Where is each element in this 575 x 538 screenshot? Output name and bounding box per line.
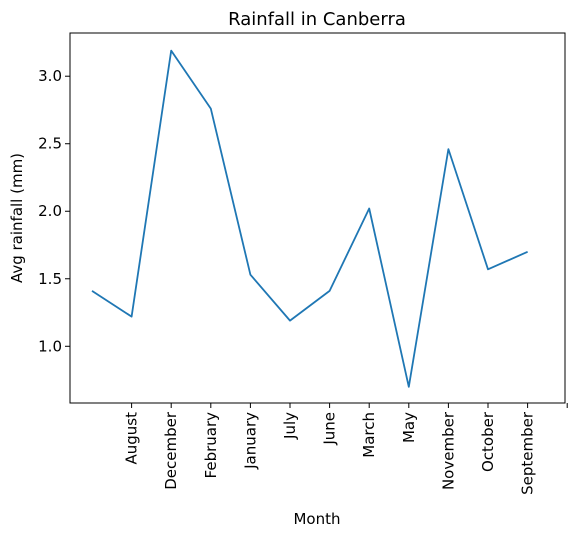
x-tick-label: May: [400, 412, 418, 443]
y-axis: 1.0 1.5 2.0 2.5 3.0: [38, 67, 70, 355]
x-axis: August December February January July June Mar…: [123, 403, 568, 495]
x-tick-label: January: [241, 412, 259, 470]
x-tick-label: November: [439, 411, 457, 490]
series-line: [91, 49, 528, 388]
chart-title: Rainfall in Canberra: [228, 9, 406, 30]
plot-area-frame: [69, 32, 566, 404]
x-axis-title: Month: [293, 510, 340, 528]
x-tick-label: February: [202, 412, 220, 479]
y-tick-label: 2.5: [38, 135, 62, 153]
x-tick-label: October: [479, 411, 497, 472]
x-tick-label: June: [321, 412, 339, 446]
x-tick-label: September: [519, 411, 537, 495]
series-layer: [91, 49, 528, 388]
x-tick-label: July: [281, 412, 299, 440]
x-tick-label: August: [123, 412, 141, 465]
y-tick-label: 1.0: [38, 337, 62, 355]
y-tick-label: 3.0: [38, 67, 62, 85]
x-tick-label: March: [360, 412, 378, 458]
y-tick-label: 1.5: [38, 270, 62, 288]
y-tick-label: 2.0: [38, 202, 62, 220]
x-tick-label: December: [162, 411, 180, 490]
y-axis-title: Avg rainfall (mm): [8, 153, 26, 283]
